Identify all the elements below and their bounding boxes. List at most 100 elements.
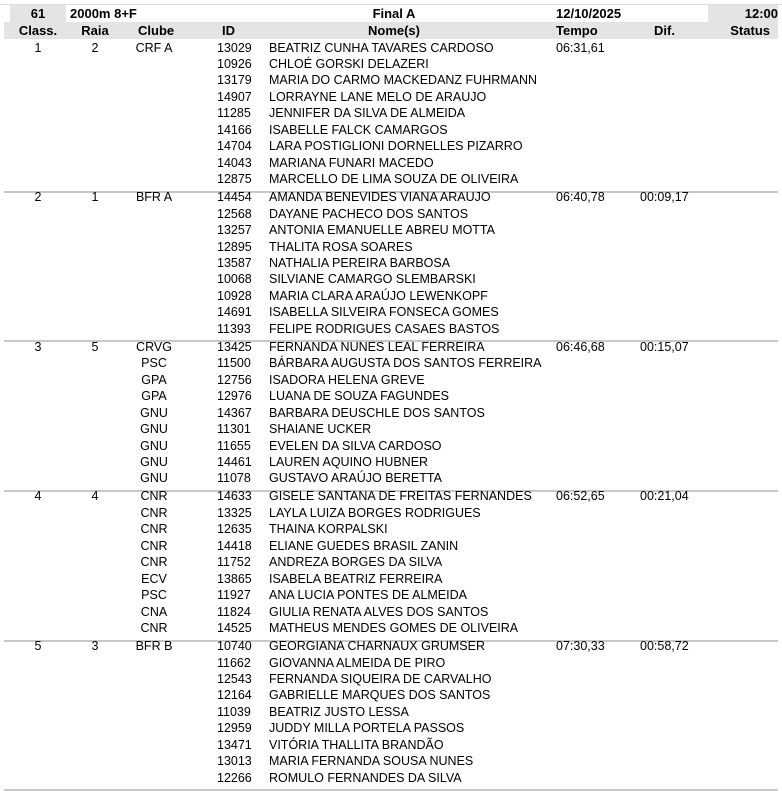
athlete-name: GEORGIANA CHARNAUX GRUMSER [269, 639, 486, 654]
club: BFR A [135, 190, 173, 205]
athlete-id: 14454 [217, 190, 252, 205]
event-header: 61 2000m 8+F Final A 12/10/2025 12:00 [4, 5, 778, 22]
place: 3 [34, 339, 42, 354]
athlete-name: DAYANE PACHECO DOS SANTOS [269, 206, 469, 221]
club: GNU [140, 405, 168, 420]
athlete-name: ANDREZA BORGES DA SILVA [269, 555, 443, 570]
athlete-name: ELIANE GUEDES BRASIL ZANIN [269, 538, 459, 553]
table-row: 12568 DAYANE PACHECO DOS SANTOS [4, 206, 778, 222]
athlete-name: GIULIA RENATA ALVES DOS SANTOS [269, 604, 489, 619]
athlete-id: 14691 [217, 305, 252, 320]
club: GNU [140, 454, 168, 469]
athlete-name: ISABELA BEATRIZ FERREIRA [269, 571, 443, 586]
race-time: 06:31,61 [556, 40, 605, 55]
club: CRF A [135, 40, 173, 55]
club: CNR [140, 489, 168, 504]
table-row: 13257 ANTONIA EMANUELLE ABREU MOTTA [4, 222, 778, 238]
row-divider [4, 340, 778, 343]
race-time: 06:52,65 [556, 489, 605, 504]
time-diff: 00:58,72 [640, 639, 689, 654]
athlete-id: 11927 [217, 588, 251, 603]
athlete-name: MARIA CLARA ARAÚJO LEWENKOPF [269, 288, 488, 303]
col-status: Status [730, 23, 770, 38]
club: PSC [141, 588, 167, 603]
table-row: CNR 11752 ANDREZA BORGES DA SILVA [4, 554, 778, 570]
table-row: ECV 13865 ISABELA BEATRIZ FERREIRA [4, 571, 778, 587]
table-row: 5 3 07:30,33 00:58,72 BFR B 10740 GEORGIANA CH… [4, 638, 778, 654]
athlete-id: 13013 [217, 754, 252, 769]
athlete-name: GUSTAVO ARAÚJO BERETTA [269, 471, 442, 486]
club: CNR [140, 522, 168, 537]
athlete-id: 13257 [217, 223, 252, 238]
lane: 2 [91, 40, 99, 55]
table-row: 2 1 06:40,78 00:09,17 BFR A 14454 AMANDA BENEV… [4, 189, 778, 205]
table-row: GNU 14461 LAUREN AQUINO HUBNER [4, 454, 778, 470]
athlete-id: 11285 [217, 106, 251, 121]
athlete-name: MARIA DO CARMO MACKEDANZ FUHRMANN [269, 73, 538, 88]
athlete-id: 13587 [217, 255, 252, 270]
club: GPA [141, 372, 167, 387]
table-row: 10928 MARIA CLARA ARAÚJO LEWENKOPF [4, 288, 778, 304]
table-row: PSC 11500 BÁRBARA AUGUSTA DOS SANTOS FERRE… [4, 355, 778, 371]
event-number: 61 [10, 5, 66, 22]
athlete-name: SHAIANE UCKER [269, 422, 372, 437]
athlete-id: 11039 [217, 704, 251, 719]
athlete-id: 11393 [217, 321, 251, 336]
athlete-name: ROMULO FERNANDES DA SILVA [269, 770, 462, 785]
athlete-name: GIOVANNA ALMEIDA DE PIRO [269, 655, 446, 670]
athlete-name: THALITA ROSA SOARES [269, 239, 413, 254]
athlete-name: ANA LUCIA PONTES DE ALMEIDA [269, 588, 467, 603]
table-row: GPA 12756 ISADORA HELENA GREVE [4, 372, 778, 388]
club: CNA [140, 604, 168, 619]
club: GNU [140, 422, 168, 437]
club: BFR B [135, 639, 173, 654]
place: 4 [34, 489, 42, 504]
athlete-id: 13325 [217, 505, 252, 520]
athlete-id: 13425 [217, 339, 252, 354]
athlete-name: AMANDA BENEVIDES VIANA ARAUJO [269, 190, 491, 205]
athlete-name: MARCELLO DE LIMA SOUZA DE OLIVEIRA [269, 172, 519, 187]
athlete-name: SILVIANE CAMARGO SLEMBARSKI [269, 272, 476, 287]
race-time: 07:30,33 [556, 639, 605, 654]
row-divider [4, 639, 778, 642]
athlete-id: 11078 [217, 471, 251, 486]
athlete-id: 12976 [217, 389, 252, 404]
athlete-id: 12543 [217, 672, 252, 686]
athlete-id: 14704 [217, 139, 252, 154]
col-club: Clube [138, 23, 175, 38]
athlete-id: 11662 [217, 655, 251, 670]
event-phase: Final A [372, 6, 416, 21]
athlete-name: ANTONIA EMANUELLE ABREU MOTTA [269, 223, 495, 238]
table-row: CNR 14525 MATHEUS MENDES GOMES DE OLIVEIRA [4, 620, 778, 636]
athlete-id: 12959 [217, 721, 252, 736]
athlete-id: 14367 [217, 405, 252, 420]
place: 5 [34, 639, 42, 654]
table-row: 12895 THALITA ROSA SOARES [4, 239, 778, 255]
table-row: 14043 MARIANA FUNARI MACEDO [4, 155, 778, 171]
athlete-id: 13471 [217, 737, 252, 752]
club: ECV [141, 571, 167, 586]
athlete-name: THAINA KORPALSKI [269, 522, 388, 537]
athlete-name: ISADORA HELENA GREVE [269, 372, 425, 387]
row-divider [4, 190, 778, 193]
club: PSC [141, 356, 167, 371]
athlete-name: GISELE SANTANA DE FREITAS FERNANDES [269, 489, 532, 504]
athlete-name: LAUREN AQUINO HUBNER [269, 454, 429, 469]
table-row: GNU 11078 GUSTAVO ARAÚJO BERETTA [4, 470, 778, 486]
time-diff: 00:15,07 [640, 339, 689, 354]
athlete-id: 10068 [217, 272, 252, 287]
race-time: 06:46,68 [556, 339, 605, 354]
athlete-id: 14907 [217, 89, 252, 104]
athlete-name: BEATRIZ JUSTO LESSA [269, 704, 409, 719]
place: 2 [34, 190, 42, 205]
table-row: 12543 FERNANDA SIQUEIRA DE CARVALHO [4, 671, 778, 687]
event-distance: 2000m 8+F [70, 6, 137, 21]
page-top-edge [0, 0, 782, 5]
athlete-id: 12875 [217, 172, 252, 187]
col-time: Tempo [556, 23, 598, 38]
athlete-id: 11301 [217, 422, 251, 437]
athlete-id: 14043 [217, 155, 252, 170]
athlete-id: 10928 [217, 288, 252, 303]
athlete-name: NATHALIA PEREIRA BARBOSA [269, 255, 451, 270]
col-lane: Raia [81, 23, 109, 38]
